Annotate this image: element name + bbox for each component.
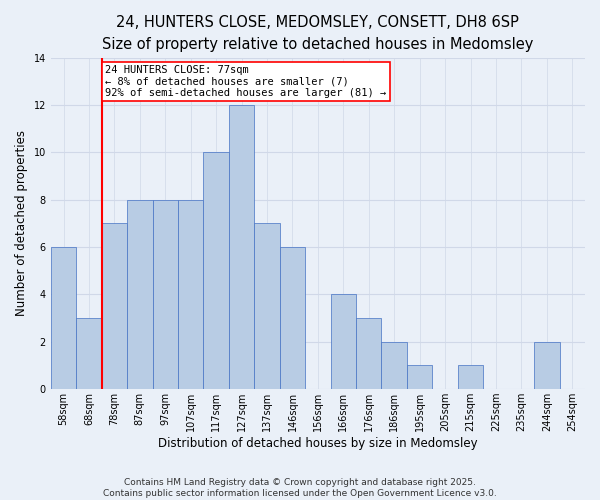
Bar [356,318,382,389]
Bar [101,224,127,389]
Y-axis label: Number of detached properties: Number of detached properties [15,130,28,316]
X-axis label: Distribution of detached houses by size in Medomsley: Distribution of detached houses by size … [158,437,478,450]
Bar [407,366,433,389]
Title: 24, HUNTERS CLOSE, MEDOMSLEY, CONSETT, DH8 6SP
Size of property relative to deta: 24, HUNTERS CLOSE, MEDOMSLEY, CONSETT, D… [102,15,533,52]
Bar [178,200,203,389]
Text: Contains HM Land Registry data © Crown copyright and database right 2025.
Contai: Contains HM Land Registry data © Crown c… [103,478,497,498]
Bar [534,342,560,389]
Bar [331,294,356,389]
Text: 24 HUNTERS CLOSE: 77sqm
← 8% of detached houses are smaller (7)
92% of semi-deta: 24 HUNTERS CLOSE: 77sqm ← 8% of detached… [106,64,387,98]
Bar [203,152,229,389]
Bar [229,105,254,389]
Bar [152,200,178,389]
Bar [254,224,280,389]
Bar [458,366,483,389]
Bar [127,200,152,389]
Bar [51,247,76,389]
Bar [280,247,305,389]
Bar [76,318,101,389]
Bar [382,342,407,389]
